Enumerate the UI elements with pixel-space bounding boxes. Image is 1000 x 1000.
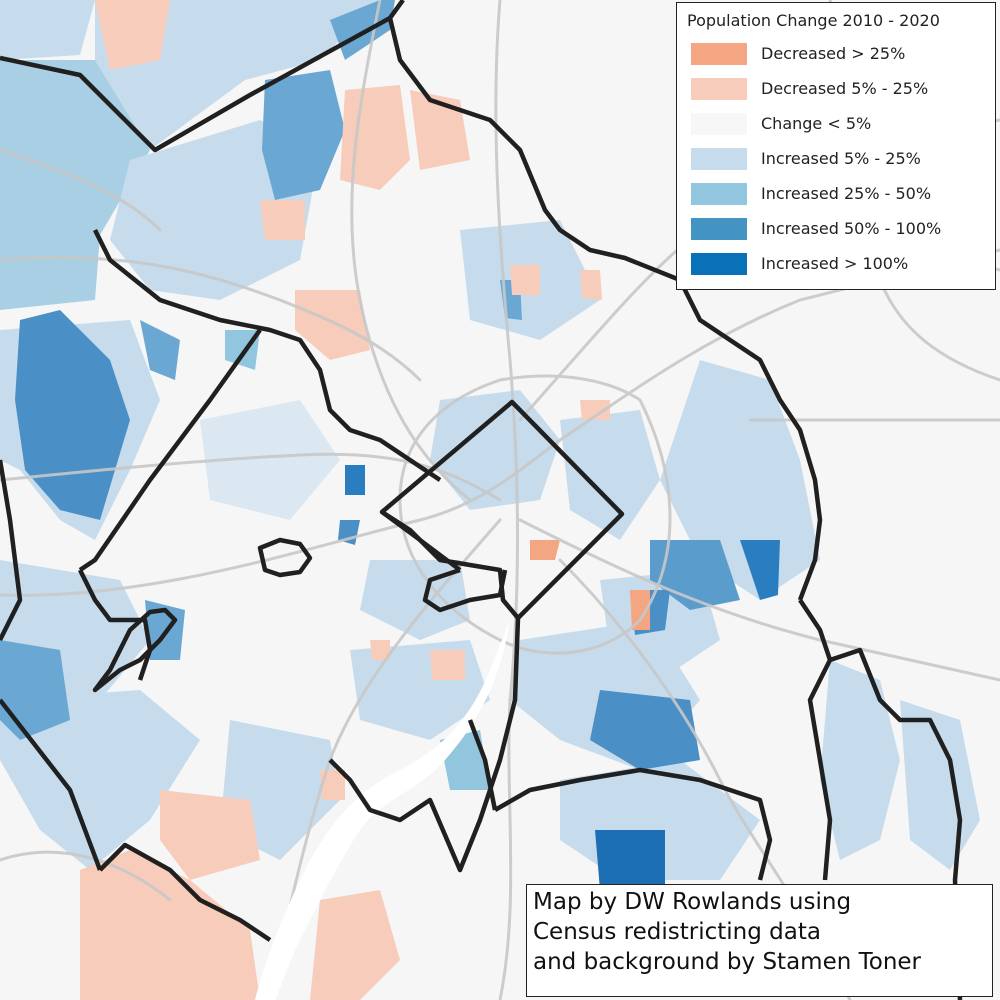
- legend-item-increased-over-100: Increased > 100%: [687, 246, 985, 281]
- legend-item-decreased-5-25: Decreased 5% - 25%: [687, 71, 985, 106]
- map-credit: Map by DW Rowlands using Census redistri…: [526, 884, 993, 997]
- credit-line-2: Census redistricting data: [533, 919, 821, 945]
- legend-swatch: [691, 147, 747, 170]
- legend-item-increased-50-100: Increased 50% - 100%: [687, 211, 985, 246]
- legend-label: Increased > 100%: [761, 254, 909, 273]
- legend-label: Decreased 5% - 25%: [761, 79, 929, 98]
- legend-swatch: [691, 77, 747, 100]
- legend-label: Change < 5%: [761, 114, 872, 133]
- legend-swatch: [691, 252, 747, 275]
- legend-label: Increased 5% - 25%: [761, 149, 921, 168]
- legend-item-increased-5-25: Increased 5% - 25%: [687, 141, 985, 176]
- jurisdiction-boundaries: [0, 0, 963, 1000]
- map-legend: Population Change 2010 - 2020 Decreased …: [676, 2, 996, 290]
- potomac-river: [255, 620, 510, 1000]
- credit-line-1: Map by DW Rowlands using: [533, 889, 852, 915]
- legend-item-increased-25-50: Increased 25% - 50%: [687, 176, 985, 211]
- legend-label: Increased 50% - 100%: [761, 219, 942, 238]
- legend-item-change-under-5: Change < 5%: [687, 106, 985, 141]
- legend-swatch: [691, 112, 747, 135]
- legend-label: Decreased > 25%: [761, 44, 906, 63]
- credit-line-3: and background by Stamen Toner: [533, 949, 922, 975]
- legend-swatch: [691, 182, 747, 205]
- legend-title: Population Change 2010 - 2020: [687, 11, 940, 30]
- legend-label: Increased 25% - 50%: [761, 184, 932, 203]
- legend-swatch: [691, 42, 747, 65]
- legend-swatch: [691, 217, 747, 240]
- legend-item-decreased-over-25: Decreased > 25%: [687, 36, 985, 71]
